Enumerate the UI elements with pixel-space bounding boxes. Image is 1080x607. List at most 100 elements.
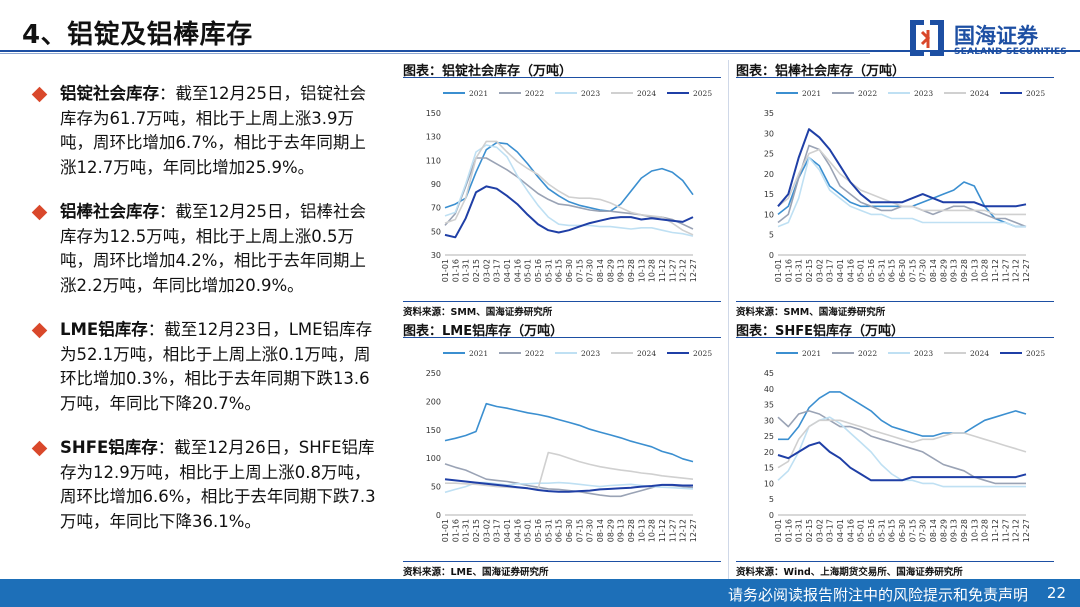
x-tick-label: 02-15 xyxy=(472,519,481,542)
y-tick-label: 30 xyxy=(431,251,441,260)
x-tick-label: 11-12 xyxy=(991,519,1000,542)
x-tick-label: 12-27 xyxy=(689,259,698,282)
x-tick-label: 09-28 xyxy=(960,259,969,282)
chart-panel-shfe: 图表：SHFE铝库存（万吨） 2021 2022 2023 2024 2025 0 5 10 1… xyxy=(736,320,1054,578)
x-tick-label: 12-12 xyxy=(1012,259,1021,282)
legend-label: 2024 xyxy=(637,89,656,98)
x-tick-label: 10-13 xyxy=(637,259,646,282)
bullet-heading: 铝棒社会库存 xyxy=(60,202,159,221)
chart-legend: 2021 2022 2023 2024 2025 xyxy=(443,349,712,358)
series-line-2022 xyxy=(777,144,1027,228)
legend-label: 2023 xyxy=(914,89,933,98)
chart-title-rule xyxy=(736,77,1054,78)
chart-source-rule xyxy=(403,561,721,562)
chart-panel-ingot: 图表：铝锭社会库存（万吨） 2021 2022 2023 2024 2025 30 50 70… xyxy=(403,60,721,318)
company-logo: 国海证券 SEALAND SECURITIES xyxy=(908,18,1068,62)
y-tick-label: 40 xyxy=(764,385,774,394)
x-tick-label: 01-01 xyxy=(441,519,450,542)
x-tick-label: 03-02 xyxy=(815,519,824,542)
bullet-text: ：截至12月23日，LME铝库存为52.1万吨，相比于上周上涨0.1万吨，周环比… xyxy=(60,320,373,413)
header-rule-secondary xyxy=(0,53,870,54)
series-line-2025 xyxy=(444,185,694,239)
chart-legend: 2021 2022 2023 2024 2025 xyxy=(443,89,712,98)
x-tick-label: 09-13 xyxy=(950,259,959,282)
diamond-bullet-icon xyxy=(31,322,48,339)
y-tick-label: 20 xyxy=(764,170,774,179)
legend-label: 2024 xyxy=(970,349,989,358)
x-tick-label: 03-02 xyxy=(482,519,491,542)
legend-label: 2025 xyxy=(1026,349,1045,358)
y-tick-label: 0 xyxy=(769,251,774,260)
x-tick-label: 11-27 xyxy=(668,519,677,542)
legend-label: 2021 xyxy=(802,89,821,98)
chart-title-rule xyxy=(403,77,721,78)
x-tick-label: 04-16 xyxy=(513,259,522,282)
x-tick-label: 05-31 xyxy=(544,519,553,542)
y-tick-label: 200 xyxy=(426,397,441,406)
y-tick-label: 10 xyxy=(764,210,774,219)
diamond-bullet-icon xyxy=(31,86,48,103)
y-tick-label: 20 xyxy=(764,448,774,457)
legend-label: 2023 xyxy=(581,349,600,358)
y-tick-label: 70 xyxy=(431,204,441,213)
y-tick-label: 90 xyxy=(431,180,441,189)
series-line-2023 xyxy=(777,156,1026,228)
x-tick-label: 02-15 xyxy=(805,519,814,542)
x-tick-label: 06-15 xyxy=(555,259,564,282)
x-tick-label: 07-30 xyxy=(919,259,928,282)
x-tick-label: 11-27 xyxy=(1001,259,1010,282)
series-line-2025 xyxy=(777,441,1027,482)
legend-label: 2025 xyxy=(1026,89,1045,98)
chart-title: 图表：铝棒社会库存（万吨） xyxy=(736,64,906,79)
header-rule xyxy=(0,50,1080,52)
bullet-text: ：截至12月25日，铝锭社会库存为61.7万吨，相比于上周上涨3.9万吨，周环比… xyxy=(60,84,366,177)
y-axis: 30 50 70 90 110 130 150 xyxy=(426,109,441,260)
y-tick-label: 30 xyxy=(764,416,774,425)
x-tick-label: 01-01 xyxy=(774,259,783,282)
x-tick-label: 07-15 xyxy=(908,519,917,542)
series-line-2022 xyxy=(777,410,1026,485)
x-tick-label: 06-30 xyxy=(565,259,574,282)
x-tick-label: 10-13 xyxy=(637,519,646,542)
series-line-2022 xyxy=(444,463,694,498)
x-tick-label: 05-01 xyxy=(857,519,866,542)
y-tick-label: 0 xyxy=(769,511,774,520)
x-tick-label: 10-28 xyxy=(648,259,657,282)
chart-source: 资料来源：SMM、国海证券研究所 xyxy=(403,307,553,318)
chart-panel-billet: 图表：铝棒社会库存（万吨） 2021 2022 2023 2024 2025 0 5 10 15… xyxy=(736,60,1054,318)
y-tick-label: 150 xyxy=(426,426,441,435)
chart-svg: 2021 2022 2023 2024 2025 30 50 70 90 110 130 150 01-… xyxy=(426,89,713,282)
chart-source-rule xyxy=(403,301,721,302)
bullet-list: 铝锭社会库存：截至12月25日，铝锭社会库存为61.7万吨，相比于上周上涨3.9… xyxy=(31,82,382,554)
x-tick-label: 01-16 xyxy=(784,259,793,282)
x-tick-label: 07-30 xyxy=(919,519,928,542)
x-tick-label: 09-28 xyxy=(960,519,969,542)
x-tick-label: 10-28 xyxy=(648,519,657,542)
series-line-2024 xyxy=(777,419,1027,469)
x-tick-label: 03-17 xyxy=(493,259,502,282)
x-tick-label: 01-01 xyxy=(441,259,450,282)
disclaimer-text: 请务必阅读报告附注中的风险提示和免责声明 xyxy=(727,586,1028,604)
chart-title: 图表：LME铝库存（万吨） xyxy=(403,324,564,339)
legend-label: 2025 xyxy=(693,349,712,358)
bullet-item: 铝锭社会库存：截至12月25日，铝锭社会库存为61.7万吨，相比于上周上涨3.9… xyxy=(31,82,382,180)
x-tick-label: 06-30 xyxy=(898,259,907,282)
legend-label: 2021 xyxy=(802,349,821,358)
y-tick-label: 100 xyxy=(426,454,441,463)
series-line-2024 xyxy=(444,140,694,236)
x-tick-label: 03-17 xyxy=(826,519,835,542)
x-tick-label: 12-12 xyxy=(1012,519,1021,542)
x-tick-label: 01-31 xyxy=(795,259,804,282)
y-tick-label: 25 xyxy=(764,432,774,441)
x-axis: 01-01 01-16 01-31 02-15 03-02 03-17 04-01 04-16… xyxy=(441,259,698,282)
x-tick-label: 01-16 xyxy=(451,519,460,542)
legend-label: 2022 xyxy=(858,89,877,98)
y-tick-label: 5 xyxy=(769,495,774,504)
x-tick-label: 06-15 xyxy=(555,519,564,542)
x-tick-label: 07-30 xyxy=(586,519,595,542)
chart-title-rule xyxy=(403,337,721,338)
x-tick-label: 06-15 xyxy=(888,259,897,282)
x-tick-label: 08-29 xyxy=(939,519,948,542)
legend-label: 2024 xyxy=(637,349,656,358)
series-line-2021 xyxy=(778,391,1027,441)
